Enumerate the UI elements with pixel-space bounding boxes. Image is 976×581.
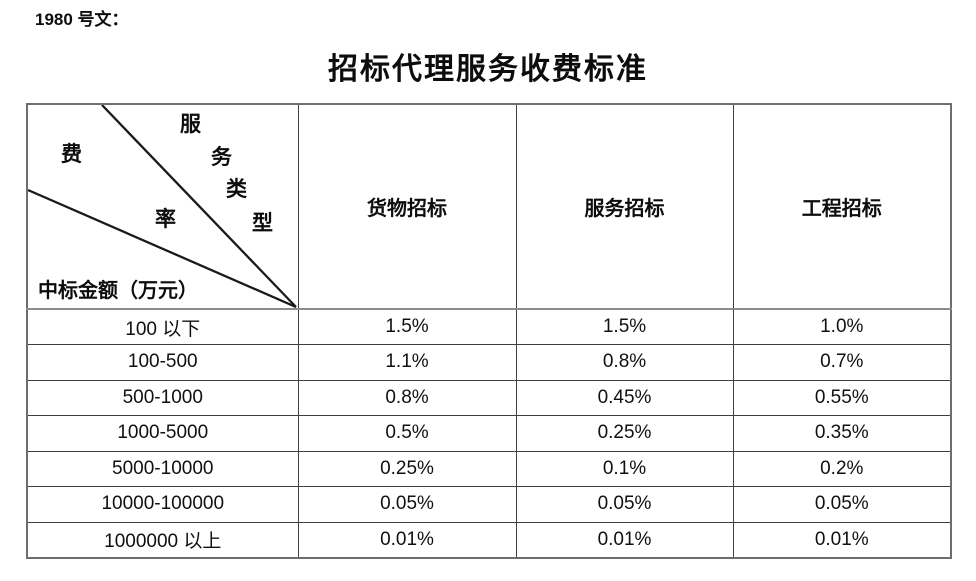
rate-cell: 0.01% — [297, 521, 517, 558]
rate-cell: 1.5% — [515, 308, 734, 345]
rate-cell: 0.7% — [732, 344, 952, 381]
table-row: 1000000 以上 0.01% 0.01% 0.01% — [26, 521, 952, 558]
amount-range-cell: 100-500 — [26, 344, 299, 381]
table-row: 500-1000 0.8% 0.45% 0.55% — [26, 379, 952, 416]
corner-label-fee-rate-char: 率 — [155, 207, 176, 231]
corner-label-service-type-char: 类 — [226, 177, 247, 201]
rate-cell: 0.01% — [515, 521, 734, 558]
rate-cell: 0.35% — [732, 415, 952, 452]
corner-label-service-type-char: 务 — [211, 145, 232, 169]
rate-cell: 1.0% — [732, 308, 952, 345]
corner-label-service-type-char: 型 — [252, 211, 273, 235]
rate-cell: 0.05% — [515, 486, 734, 523]
rate-cell: 0.5% — [297, 415, 517, 452]
table-row: 100-500 1.1% 0.8% 0.7% — [26, 344, 952, 381]
amount-range-cell: 100 以下 — [26, 308, 299, 345]
rate-cell: 0.01% — [732, 521, 952, 558]
rate-cell: 0.8% — [515, 344, 734, 381]
column-header-works-bidding: 工程招标 — [732, 103, 952, 310]
table-header-row: 服 务 类 型 费 率 中标金额（万元） 货物招标 服务招标 工程招标 — [26, 103, 952, 310]
table-row: 1000-5000 0.5% 0.25% 0.35% — [26, 415, 952, 452]
table-row: 100 以下 1.5% 1.5% 1.0% — [26, 308, 952, 345]
amount-range-cell: 500-1000 — [26, 379, 299, 416]
rate-cell: 1.5% — [297, 308, 517, 345]
rate-cell: 0.8% — [297, 379, 517, 416]
corner-label-service-type-char: 服 — [180, 112, 201, 136]
rate-cell: 0.2% — [732, 450, 952, 487]
amount-range-cell: 10000-100000 — [26, 486, 299, 523]
diagonal-divider-lines — [28, 105, 297, 307]
amount-range-cell: 5000-10000 — [26, 450, 299, 487]
table-row: 5000-10000 0.25% 0.1% 0.2% — [26, 450, 952, 487]
document-ref-label: 1980 号文： — [35, 10, 129, 29]
rate-cell: 0.25% — [515, 415, 734, 452]
rate-cell: 0.55% — [732, 379, 952, 416]
corner-header-content: 服 务 类 型 费 率 中标金额（万元） — [28, 105, 297, 307]
page-title: 招标代理服务收费标准 — [328, 53, 648, 86]
rate-cell: 0.45% — [515, 379, 734, 416]
rate-cell: 1.1% — [297, 344, 517, 381]
fee-schedule-table: 服 务 类 型 费 率 中标金额（万元） 货物招标 服务招标 工程招标 100 … — [26, 103, 952, 559]
corner-label-fee-rate-char: 费 — [61, 142, 82, 166]
rate-cell: 0.25% — [297, 450, 517, 487]
rate-cell: 0.05% — [297, 486, 517, 523]
column-header-goods-bidding: 货物招标 — [297, 103, 517, 310]
amount-range-cell: 1000-5000 — [26, 415, 299, 452]
amount-range-cell: 1000000 以上 — [26, 521, 299, 558]
rate-cell: 0.1% — [515, 450, 734, 487]
corner-label-award-amount: 中标金额（万元） — [38, 280, 198, 302]
table-row: 10000-100000 0.05% 0.05% 0.05% — [26, 486, 952, 523]
corner-header-cell: 服 务 类 型 费 率 中标金额（万元） — [26, 103, 299, 310]
column-header-services-bidding: 服务招标 — [515, 103, 734, 310]
rate-cell: 0.05% — [732, 486, 952, 523]
